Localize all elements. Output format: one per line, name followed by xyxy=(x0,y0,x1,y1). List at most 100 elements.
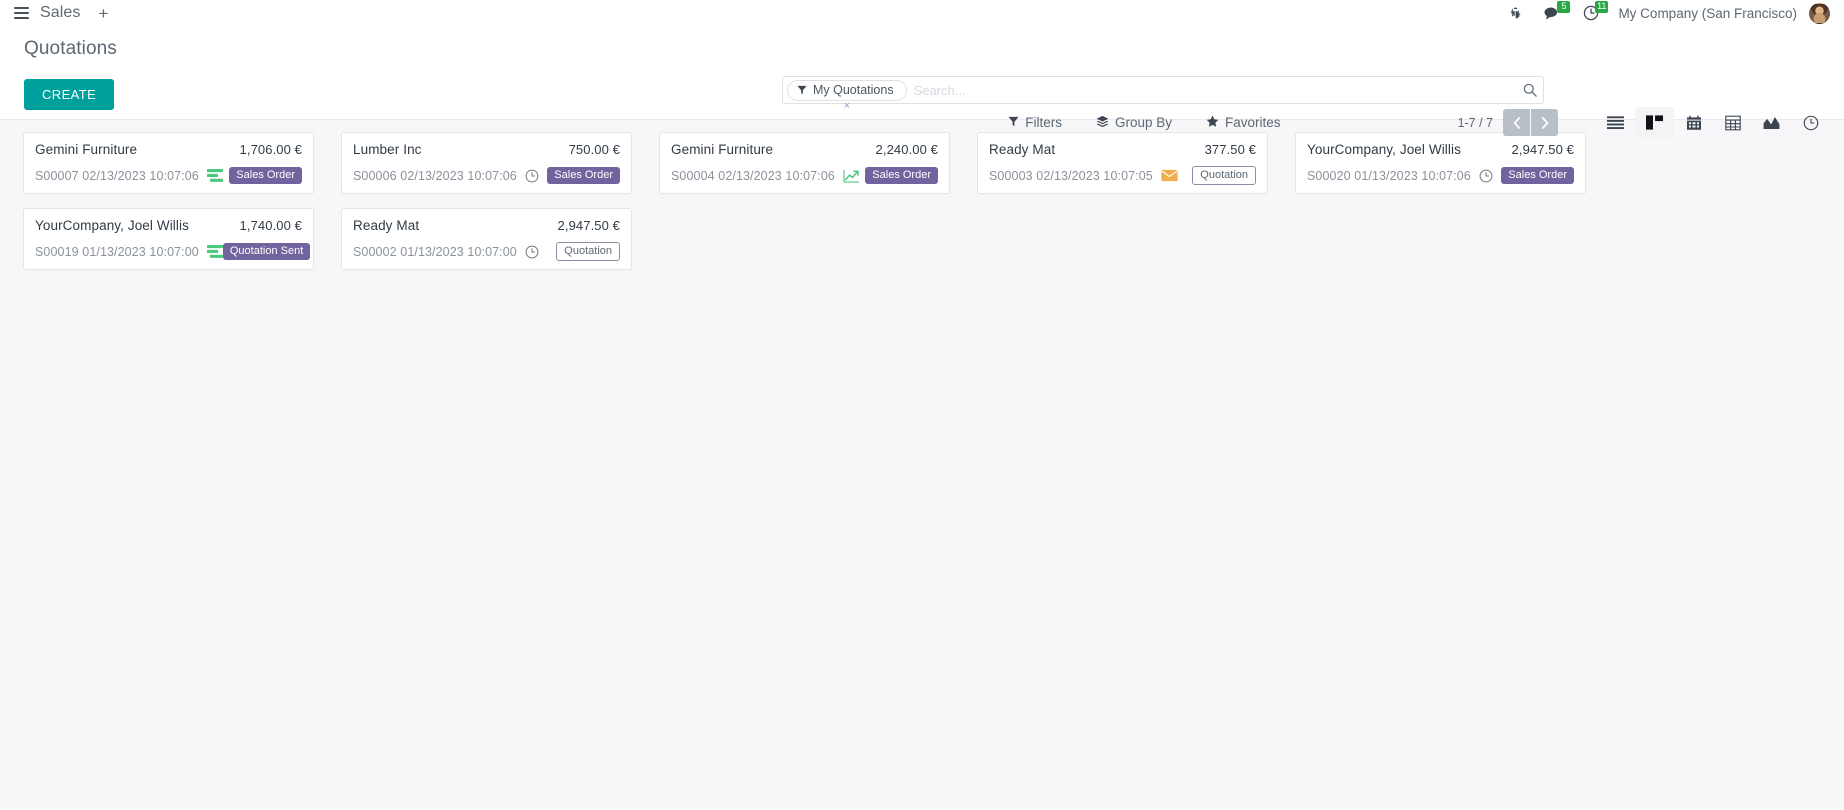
view-switcher-kanban[interactable] xyxy=(1635,107,1674,138)
kanban-card-partner: Ready Mat xyxy=(353,218,420,234)
kanban-card-header: YourCompany, Joel Willis 2,947.50 € xyxy=(1307,142,1574,157)
search-facet-label: My Quotations xyxy=(813,83,894,97)
clock-icon[interactable] xyxy=(525,169,539,183)
pager-next-button[interactable] xyxy=(1531,109,1558,136)
kanban-card-footer: S00007 02/13/2023 10:07:06 Sales Order xyxy=(35,166,302,185)
kanban-card-footer: S00004 02/13/2023 10:07:06 Sales Order xyxy=(671,166,938,185)
top-navbar: Sales + 5 11 My Company (San Francisco) xyxy=(0,0,1844,27)
kanban-card-footer: S00002 01/13/2023 10:07:00 Quotation xyxy=(353,242,620,262)
messages-icon[interactable]: 5 xyxy=(1533,0,1572,27)
kanban-card-header: Gemini Furniture 1,706.00 € xyxy=(35,142,302,157)
kanban-card-partner: Ready Mat xyxy=(989,142,1056,157)
kanban-card-amount: 2,947.50 € xyxy=(557,218,620,234)
line-chart-icon[interactable] xyxy=(843,169,860,183)
kanban-card-header: Ready Mat 2,947.50 € xyxy=(353,218,620,233)
status-badge: Quotation Sent xyxy=(222,243,311,261)
kanban-card-footer: S00003 02/13/2023 10:07:05 Quotation xyxy=(989,166,1256,186)
avatar[interactable] xyxy=(1809,2,1830,24)
kanban-card-header: YourCompany, Joel Willis 1,740.00 € xyxy=(35,218,302,233)
clock-icon[interactable] xyxy=(525,245,539,259)
pager-previous-button[interactable] xyxy=(1503,109,1530,136)
app-brand-sales[interactable]: Sales xyxy=(40,4,81,21)
kanban-card-meta: S00007 02/13/2023 10:07:06 xyxy=(35,169,223,183)
envelope-icon[interactable] xyxy=(1161,169,1178,182)
pager: 1-7 / 7 xyxy=(1458,109,1558,136)
kanban-card-footer: S00006 02/13/2023 10:07:06 Sales Order xyxy=(353,166,620,185)
status-badge: Quotation xyxy=(556,242,620,262)
view-switcher-list[interactable] xyxy=(1596,107,1635,138)
clock-icon[interactable] xyxy=(1479,169,1493,183)
filter-icon xyxy=(1008,115,1019,130)
activities-clock-icon[interactable]: 11 xyxy=(1572,0,1610,27)
view-switcher-pivot[interactable] xyxy=(1713,107,1752,138)
kanban-card-7[interactable]: Ready Mat 2,947.50 € S00002 01/13/2023 1… xyxy=(341,208,632,271)
kanban-card-header: Lumber Inc 750.00 € xyxy=(353,142,620,157)
control-panel-top: Quotations xyxy=(14,27,1830,60)
status-badge: Sales Order xyxy=(865,166,938,185)
kanban-card-header: Ready Mat 377.50 € xyxy=(989,142,1256,157)
filters-menu[interactable]: Filters xyxy=(991,115,1079,130)
layers-icon xyxy=(1096,115,1109,131)
navbar-right: 5 11 My Company (San Francisco) xyxy=(1498,0,1830,27)
view-switcher xyxy=(1596,107,1830,138)
search-dropdown-menus: Filters Group By Favorit xyxy=(991,115,1297,131)
pager-value[interactable]: 1-7 / 7 xyxy=(1457,115,1493,130)
bug-icon[interactable] xyxy=(1498,0,1533,27)
new-record-plus-icon[interactable]: + xyxy=(98,3,109,23)
favorites-menu[interactable]: Favorites xyxy=(1189,115,1298,131)
kanban-card-meta: S00020 01/13/2023 10:07:06 xyxy=(1307,169,1493,183)
kanban-card-amount: 750.00 € xyxy=(568,142,620,157)
view-switcher-graph[interactable] xyxy=(1752,107,1791,138)
filter-icon xyxy=(797,85,807,95)
kanban-card-amount: 1,740.00 € xyxy=(239,218,302,234)
control-panel-bottom: Filters Group By Favorit xyxy=(0,107,1830,138)
filters-menu-label: Filters xyxy=(1025,115,1062,130)
kanban-card-reference: S00004 02/13/2023 10:07:06 xyxy=(671,168,835,183)
company-switcher[interactable]: My Company (San Francisco) xyxy=(1618,5,1797,21)
kanban-card-footer: S00020 01/13/2023 10:07:06 Sales Order xyxy=(1307,166,1574,185)
kanban-card-partner: Gemini Furniture xyxy=(671,142,774,157)
status-badge: Quotation xyxy=(1192,166,1256,186)
search-facet-remove-icon[interactable]: × xyxy=(843,99,851,112)
kanban-card-amount: 2,240.00 € xyxy=(875,142,938,157)
kanban-card-footer: S00019 01/13/2023 10:07:00 Quotation Sen… xyxy=(35,242,311,261)
kanban-card-reference: S00003 02/13/2023 10:07:05 xyxy=(989,168,1153,183)
group-by-menu[interactable]: Group By xyxy=(1079,115,1189,131)
kanban-card-3[interactable]: Gemini Furniture 2,240.00 € S00004 02/13… xyxy=(659,132,950,195)
kanban-card-header: Gemini Furniture 2,240.00 € xyxy=(671,142,938,157)
view-switcher-activity[interactable] xyxy=(1791,107,1830,138)
status-badge: Sales Order xyxy=(229,166,302,185)
kanban-card-meta: S00004 02/13/2023 10:07:06 xyxy=(671,169,860,183)
search-icon[interactable] xyxy=(1517,83,1537,97)
kanban-card-partner: Gemini Furniture xyxy=(35,142,138,157)
kanban-card-amount: 1,706.00 € xyxy=(239,142,302,157)
apps-menu-icon[interactable] xyxy=(8,2,34,24)
kanban-card-2[interactable]: Lumber Inc 750.00 € S00006 02/13/2023 10… xyxy=(341,132,632,195)
breadcrumb[interactable]: Quotations xyxy=(24,38,117,59)
kanban-card-5[interactable]: YourCompany, Joel Willis 2,947.50 € S000… xyxy=(1295,132,1586,195)
kanban-card-4[interactable]: Ready Mat 377.50 € S00003 02/13/2023 10:… xyxy=(977,132,1268,195)
kanban-card-reference: S00006 02/13/2023 10:07:06 xyxy=(353,168,517,183)
search-facet-my-quotations[interactable]: My Quotations × xyxy=(787,79,907,112)
kanban-card-partner: Lumber Inc xyxy=(353,142,422,157)
activities-badge: 11 xyxy=(1595,0,1609,13)
search-view[interactable]: My Quotations × xyxy=(782,76,1544,112)
kanban-card-6[interactable]: YourCompany, Joel Willis 1,740.00 € S000… xyxy=(23,208,314,271)
kanban-card-meta: S00006 02/13/2023 10:07:06 xyxy=(353,169,539,183)
view-switcher-calendar[interactable] xyxy=(1674,107,1713,138)
search-input[interactable] xyxy=(906,79,1517,101)
list-lines-icon[interactable] xyxy=(206,169,223,182)
kanban-card-reference: S00020 01/13/2023 10:07:06 xyxy=(1307,168,1471,183)
kanban-card-meta: S00003 02/13/2023 10:07:05 xyxy=(989,169,1178,183)
status-badge: Sales Order xyxy=(547,166,620,185)
kanban-card-partner: YourCompany, Joel Willis xyxy=(35,218,189,234)
kanban-card-partner: YourCompany, Joel Willis xyxy=(1307,142,1461,157)
favorites-menu-label: Favorites xyxy=(1225,115,1281,130)
control-panel: Quotations My Quotations × xyxy=(0,27,1844,138)
kanban-card-1[interactable]: Gemini Furniture 1,706.00 € S00007 02/13… xyxy=(23,132,314,195)
group-by-menu-label: Group By xyxy=(1115,115,1173,130)
messages-badge: 5 xyxy=(1557,0,1571,13)
kanban-card-reference: S00007 02/13/2023 10:07:06 xyxy=(35,168,199,183)
list-lines-icon[interactable] xyxy=(206,245,223,258)
kanban-view: CREATE Gemini Furniture 1,706.00 € S0000… xyxy=(0,79,1844,809)
